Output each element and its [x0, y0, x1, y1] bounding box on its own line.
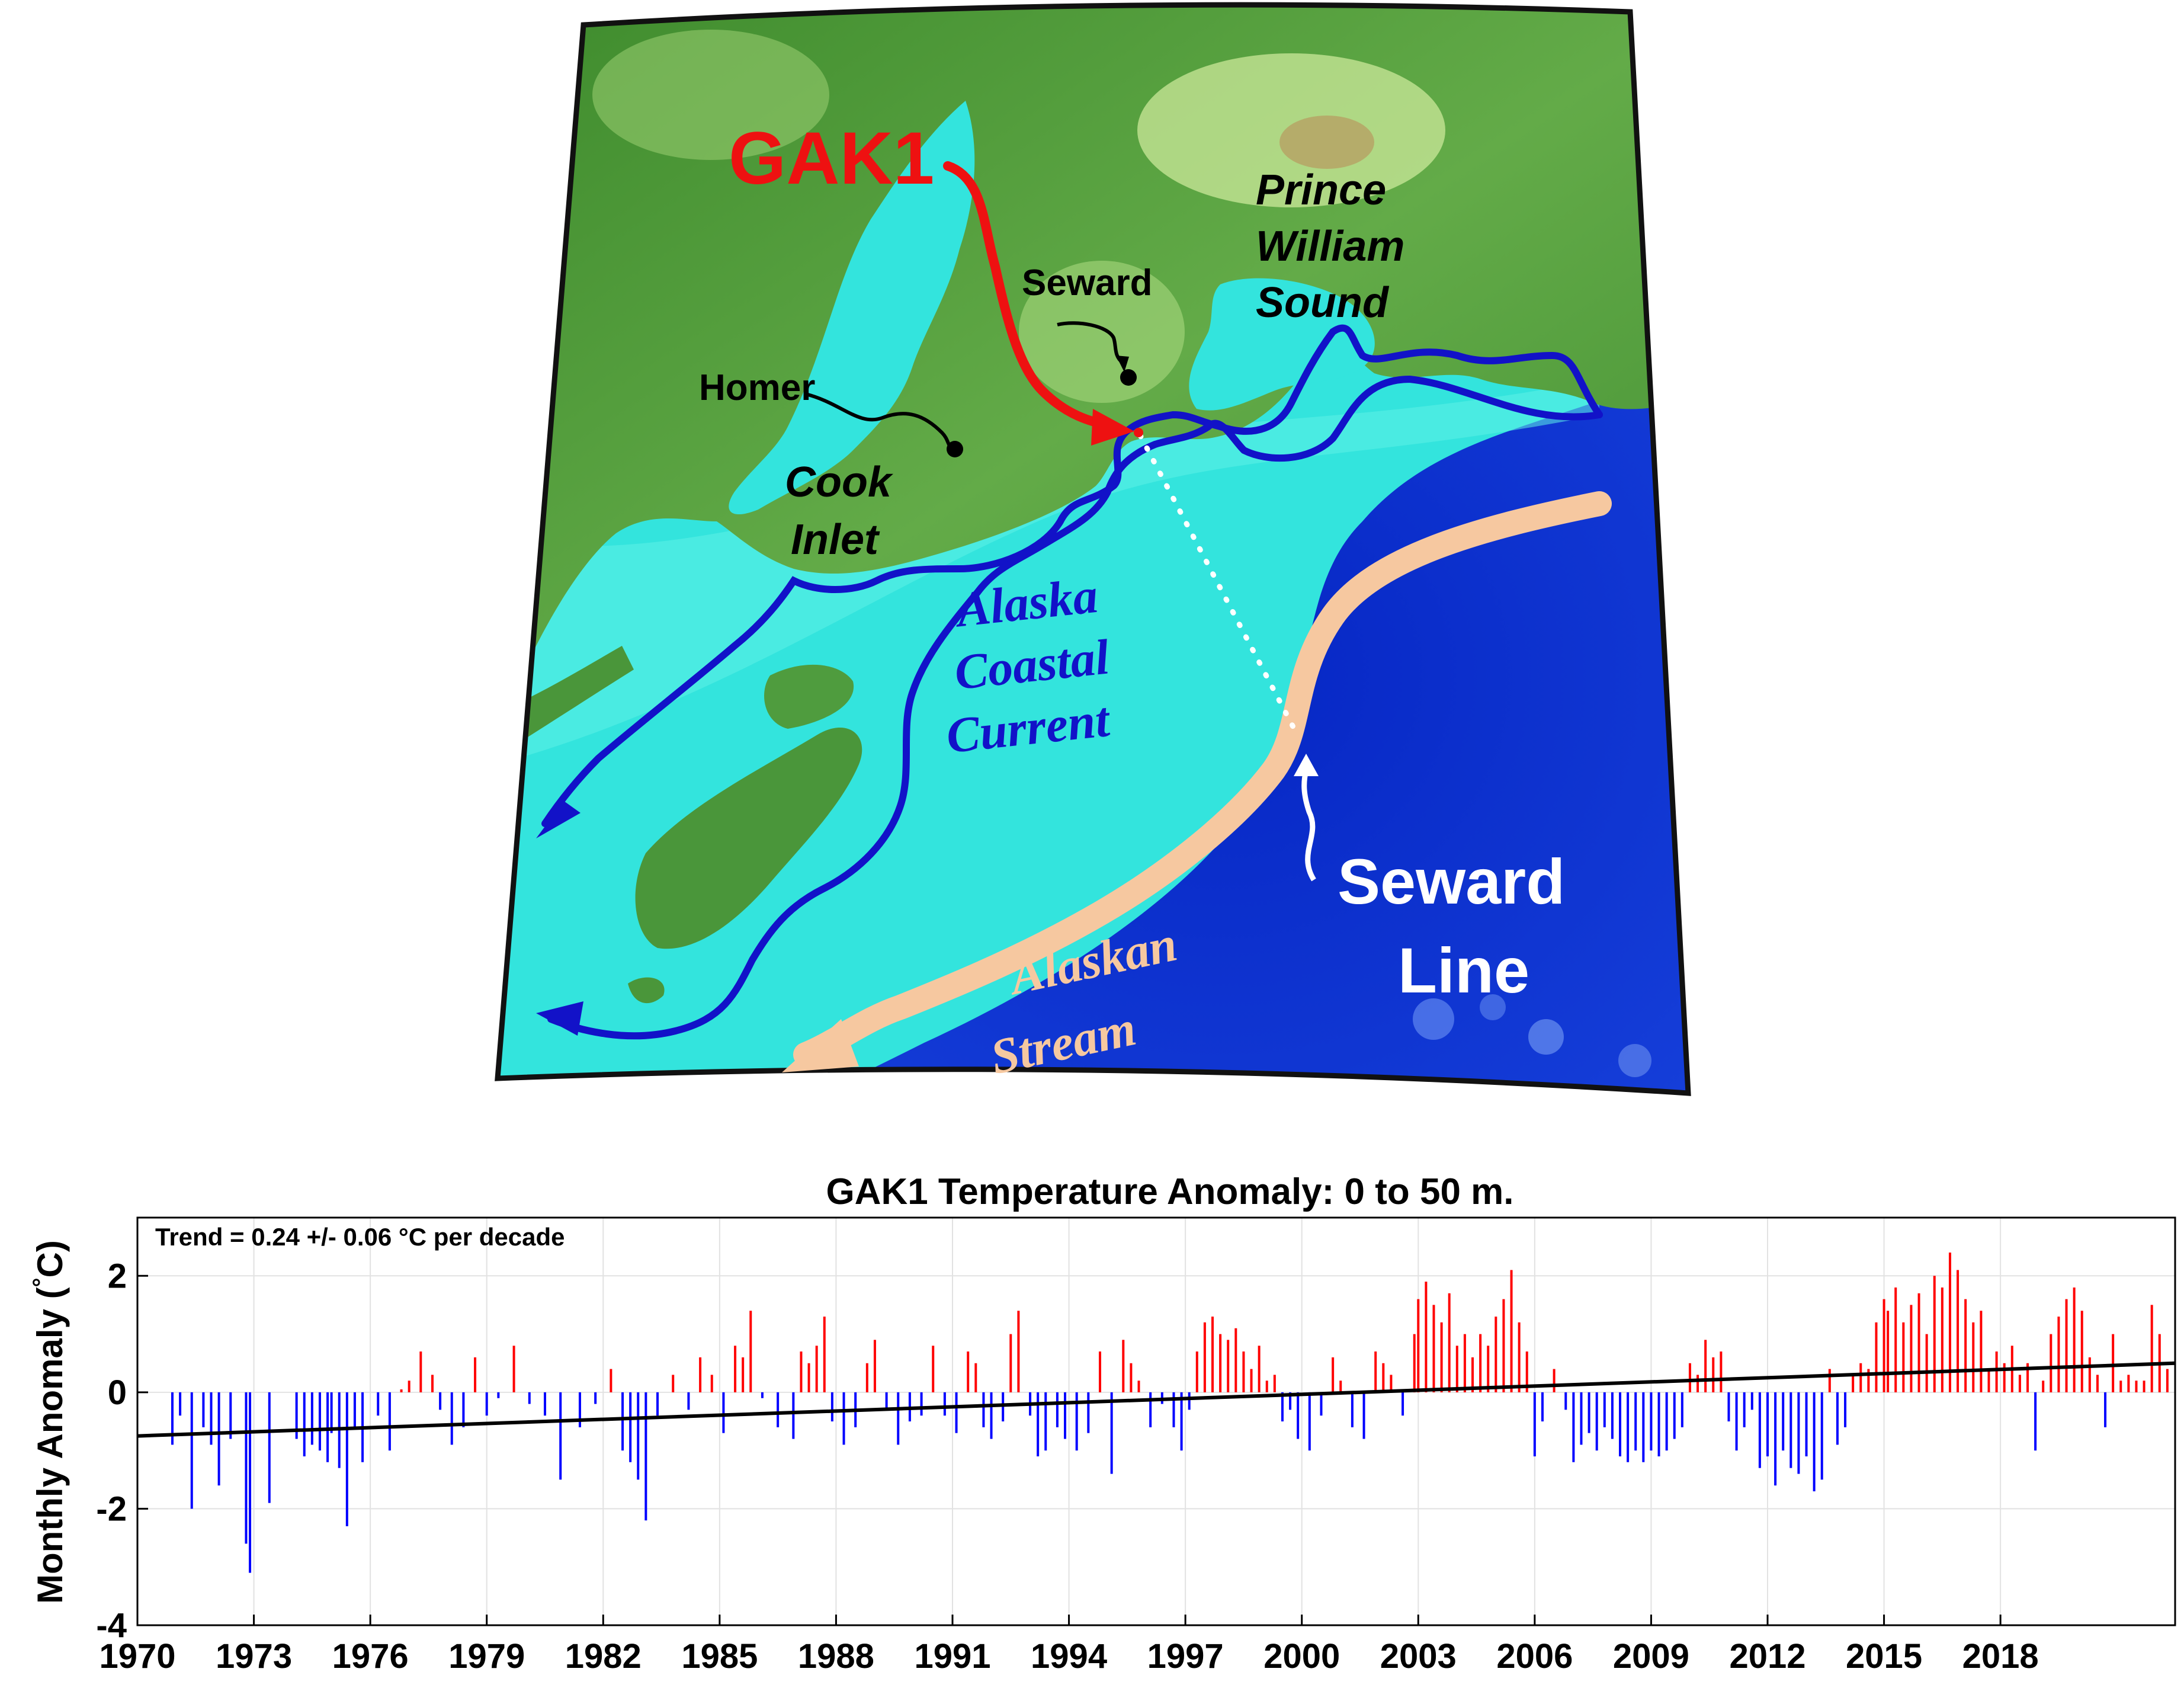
seward-pointer	[1057, 321, 1124, 364]
y-tick-label: 0	[108, 1373, 127, 1412]
cook-inlet-label: Cook Inlet	[785, 459, 894, 563]
seward-pointer-arrowhead	[1116, 356, 1129, 372]
x-tick-label: 1991	[914, 1637, 990, 1676]
gak1-pointer	[943, 161, 1118, 431]
y-tick-label: -2	[96, 1490, 127, 1528]
acc-arrowhead-1	[536, 801, 581, 838]
x-tick-label: 2018	[1962, 1637, 2039, 1676]
x-tick-label: 1973	[216, 1637, 292, 1676]
small-island	[628, 977, 665, 1004]
trend-line	[137, 1361, 2176, 1438]
map-area	[498, 5, 1688, 1094]
y-tick-label: 2	[108, 1257, 127, 1295]
plot-frame	[136, 1216, 2176, 1626]
alaskan-stream-arrowhead	[782, 1019, 859, 1072]
x-tick-label: 2012	[1729, 1637, 1805, 1676]
seward-town-dot	[1120, 369, 1137, 386]
trend-line-segment	[137, 1361, 2176, 1438]
homer-town-label: Homer	[699, 367, 815, 408]
x-tick-label: 2015	[1846, 1637, 1922, 1676]
seward-line-pointer-arrowhead	[1294, 754, 1319, 776]
x-tick-label: 1979	[448, 1637, 525, 1676]
pws-line-2: William	[1256, 223, 1404, 270]
pws-line-1: Prince	[1256, 166, 1386, 214]
seward-line-line-1: Seward	[1338, 846, 1565, 917]
cook-inlet-line-2: Inlet	[791, 516, 880, 563]
map-frame	[495, 2, 1691, 1096]
gak1-station	[1134, 428, 1143, 437]
seamount-4	[1618, 1044, 1651, 1077]
trend-annotation: Trend = 0.24 +/- 0.06 °C per decade	[155, 1223, 565, 1251]
acc-outer-branch	[547, 375, 1603, 1040]
x-tick-label: 2009	[1613, 1637, 1689, 1676]
y-axis-label: Monthly Anomaly (°C)	[28, 1240, 70, 1604]
seward-line-pointer	[1301, 769, 1316, 882]
x-tick-label: 1970	[99, 1637, 175, 1676]
y-axis-label-unit: C)	[30, 1240, 70, 1277]
map-panel: GAK1 Seward Homer Prince William Sound C…	[495, 2, 1691, 1096]
pws-water	[1189, 278, 1375, 411]
x-tick-label: 1982	[565, 1637, 642, 1676]
cook-inlet-water	[729, 101, 975, 515]
x-tick-label: 1985	[681, 1637, 758, 1676]
gak1-label: GAK1	[729, 117, 934, 200]
seward-line-label: Seward Line	[1338, 846, 1565, 1006]
homer-pointer	[805, 392, 953, 449]
chart-title: GAK1 Temperature Anomaly: 0 to 50 m.	[826, 1171, 1513, 1212]
acc-inner-branch	[541, 324, 1603, 827]
x-tick-label: 1997	[1147, 1637, 1224, 1676]
seward-town-label: Seward	[1022, 262, 1153, 303]
kodiak-island	[635, 728, 862, 949]
x-tick-label: 2006	[1496, 1637, 1573, 1676]
highland-3	[592, 30, 829, 160]
highland-peak	[1279, 116, 1374, 169]
seamount-1	[1413, 998, 1454, 1040]
land-mainland	[498, 5, 1688, 818]
seamount-2	[1528, 1019, 1564, 1055]
axis-ticks: -4 -2 0 2 1970 1973 1976 1979 1982 1985 1988 1991 19…	[96, 1257, 2038, 1676]
temperature-anomaly-chart: GAK1 Temperature Anomaly: 0 to 50 m. -4-…	[28, 1171, 2176, 1676]
y-axis-label-main: Monthly Anomaly (	[30, 1287, 70, 1603]
x-tick-label: 1994	[1031, 1637, 1107, 1676]
alaska-coastal-current	[541, 324, 1603, 1040]
highland-2	[1019, 261, 1185, 403]
cook-inlet-line-1: Cook	[785, 459, 894, 506]
x-tick-label: 1988	[798, 1637, 874, 1676]
plot-area	[137, 1218, 2175, 1625]
acc-arrowhead-2	[536, 1001, 583, 1036]
homer-town-dot	[947, 441, 963, 457]
seward-line-line-2: Line	[1398, 934, 1529, 1006]
gak1-arrowhead	[1091, 409, 1134, 446]
pws-line-3: Sound	[1256, 279, 1390, 326]
prince-william-sound-label: Prince William Sound	[1256, 166, 1404, 326]
y-tick-label: -4	[96, 1606, 127, 1645]
acc-label: Alaska Coastal Current	[944, 568, 1113, 764]
x-tick-label: 1976	[332, 1637, 409, 1676]
seward-line-stations	[1137, 433, 1300, 738]
y-axis-label-degree: °	[28, 1277, 54, 1287]
alaskan-stream	[793, 491, 1612, 1067]
seamount-3	[1480, 994, 1506, 1020]
x-tick-label: 2003	[1380, 1637, 1457, 1676]
x-tick-label: 2000	[1263, 1637, 1340, 1676]
afognak-island	[764, 664, 854, 729]
